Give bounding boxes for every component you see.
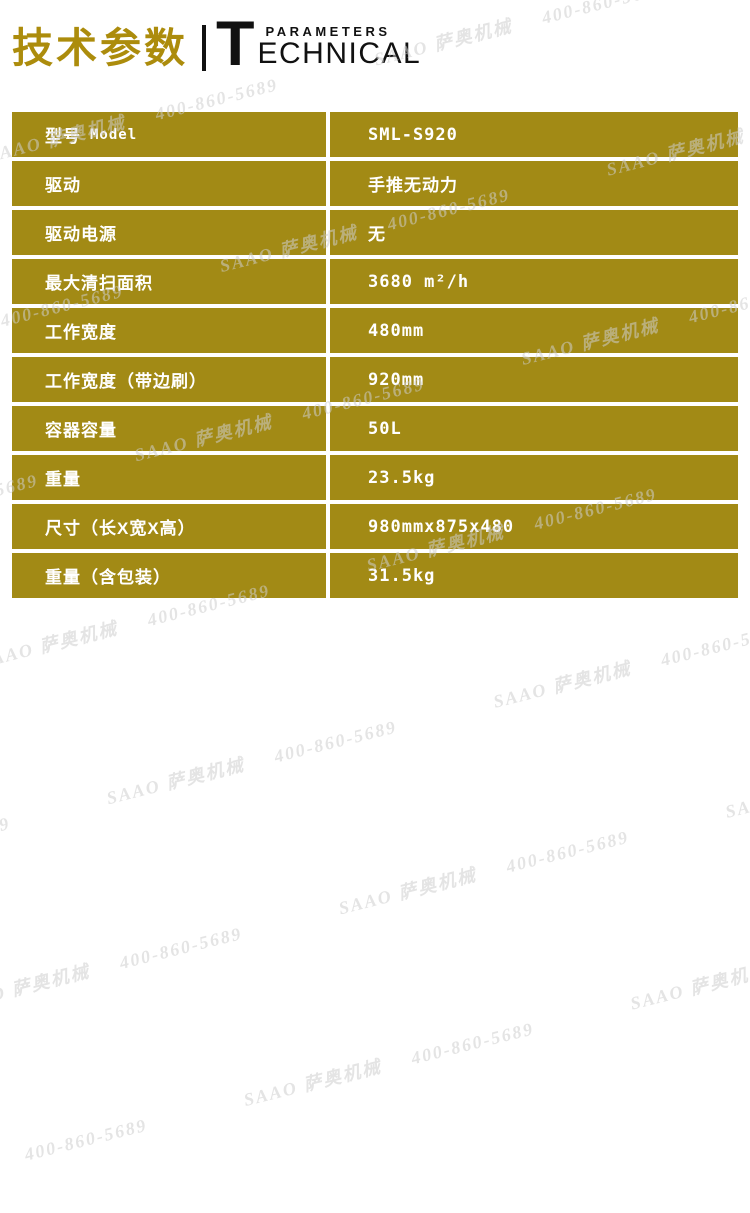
column-divider: [326, 455, 330, 500]
table-row: 尺寸（长X宽X高） 980mmx875x480: [12, 504, 738, 549]
spec-label: 工作宽度（带边刷）: [45, 372, 207, 391]
spec-value-cell: 31.5kg: [330, 553, 738, 598]
table-row: 最大清扫面积 3680 m²/h: [12, 259, 738, 304]
spec-value: 31.5kg: [368, 565, 436, 586]
spec-table: 型号 Model SML-S920 驱动 手推无动力驱动电源 无最大清扫面积 3680 m²…: [12, 112, 738, 602]
column-divider: [326, 357, 330, 402]
logo-text-stack: PARAMETERS ECHNICAL: [257, 20, 422, 70]
table-row: 驱动 手推无动力: [12, 161, 738, 206]
spec-label-en: Model: [90, 126, 138, 143]
spec-value: SML-S920: [368, 124, 458, 145]
header-divider-bar: [202, 25, 206, 71]
spec-value: 980mmx875x480: [368, 516, 515, 537]
table-row: 重量 23.5kg: [12, 455, 738, 500]
spec-value-cell: 3680 m²/h: [330, 259, 738, 304]
spec-value: 50L: [368, 418, 402, 439]
spec-label: 最大清扫面积: [45, 274, 153, 293]
page-title: 技术参数: [12, 25, 188, 71]
spec-label: 驱动电源: [45, 225, 117, 244]
watermark-text: SAAO 萨奥机械 400-860-5689 SAAO 萨奥机械 400-860…: [0, 730, 750, 1111]
spec-label-cell: 型号 Model: [12, 112, 326, 157]
spec-label: 型号: [45, 127, 81, 146]
spec-value-cell: 480mm: [330, 308, 738, 353]
logo-letter-t: T: [216, 9, 255, 79]
table-row: 工作宽度（带边刷） 920mm: [12, 357, 738, 402]
spec-value-cell: 无: [330, 210, 738, 255]
spec-value: 480mm: [368, 320, 425, 341]
spec-value-cell: 手推无动力: [330, 161, 738, 206]
table-row: 重量（含包装） 31.5kg: [12, 553, 738, 598]
technical-parameters-logo: T PARAMETERS ECHNICAL: [216, 9, 422, 79]
table-row: 工作宽度 480mm: [12, 308, 738, 353]
spec-label-cell: 工作宽度: [12, 308, 326, 353]
spec-label: 重量: [45, 470, 81, 489]
spec-value-cell: SML-S920: [330, 112, 738, 157]
spec-value: 920mm: [368, 369, 425, 390]
table-row: 型号 Model SML-S920: [12, 112, 738, 157]
spec-label: 驱动: [45, 176, 81, 195]
spec-value-cell: 23.5kg: [330, 455, 738, 500]
watermark-text: SAAO 萨奥机械 400-860-5689 SAAO 萨奥机械 400-860…: [0, 524, 750, 905]
table-row: 驱动电源 无: [12, 210, 738, 255]
column-divider: [326, 112, 330, 157]
spec-value: 手推无动力: [368, 176, 458, 196]
spec-label: 容器容量: [45, 421, 117, 440]
spec-label-cell: 重量: [12, 455, 326, 500]
spec-label-cell: 容器容量: [12, 406, 326, 451]
logo-parameters-text: PARAMETERS: [265, 24, 391, 39]
spec-label-cell: 驱动电源: [12, 210, 326, 255]
watermark-text: SAAO 萨奥机械 400-860-5689 SAAO 萨奥机械 400-860…: [0, 826, 750, 1207]
column-divider: [326, 210, 330, 255]
column-divider: [326, 553, 330, 598]
header: 技术参数 T PARAMETERS ECHNICAL: [12, 9, 422, 79]
spec-value: 3680 m²/h: [368, 271, 470, 292]
column-divider: [326, 259, 330, 304]
logo-echnical-text: ECHNICAL: [257, 37, 422, 70]
spec-label: 尺寸（长X宽X高）: [45, 519, 196, 538]
spec-label: 重量（含包装）: [45, 568, 171, 587]
spec-label-cell: 工作宽度（带边刷）: [12, 357, 326, 402]
column-divider: [326, 406, 330, 451]
table-row: 容器容量 50L: [12, 406, 738, 451]
spec-value: 无: [368, 225, 386, 245]
spec-label-cell: 尺寸（长X宽X高）: [12, 504, 326, 549]
spec-label-cell: 驱动: [12, 161, 326, 206]
spec-value: 23.5kg: [368, 467, 436, 488]
spec-label: 工作宽度: [45, 323, 117, 342]
spec-value-cell: 920mm: [330, 357, 738, 402]
column-divider: [326, 161, 330, 206]
column-divider: [326, 504, 330, 549]
spec-label-cell: 重量（含包装）: [12, 553, 326, 598]
spec-value-cell: 980mmx875x480: [330, 504, 738, 549]
spec-label-cell: 最大清扫面积: [12, 259, 326, 304]
spec-value-cell: 50L: [330, 406, 738, 451]
column-divider: [326, 308, 330, 353]
